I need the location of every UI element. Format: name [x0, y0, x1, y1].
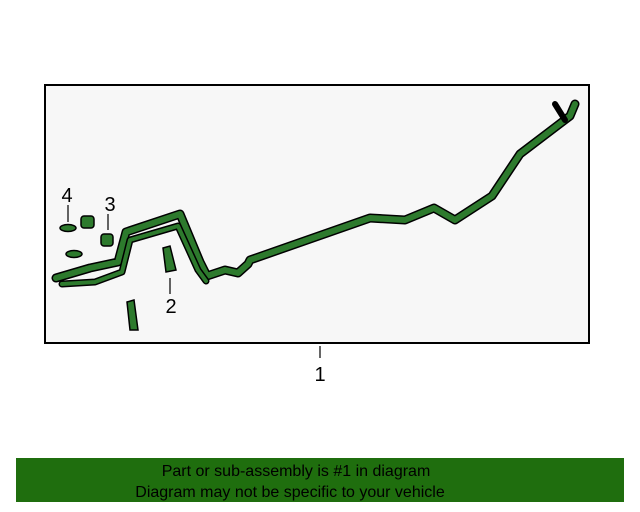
- callout: 2: [165, 296, 176, 318]
- banner: [16, 458, 624, 502]
- callout-leaders: [67, 205, 321, 358]
- fuel-line: [51, 99, 580, 288]
- callout: 3: [104, 194, 115, 216]
- parts: [59, 215, 177, 331]
- callout: 1: [314, 364, 325, 386]
- banner-line: Diagram may not be specific to your vehi…: [135, 484, 445, 501]
- diagram-frame: [44, 84, 590, 344]
- banner-line: Part or sub-assembly is #1 in diagram: [162, 463, 431, 480]
- callout: 4: [61, 185, 72, 207]
